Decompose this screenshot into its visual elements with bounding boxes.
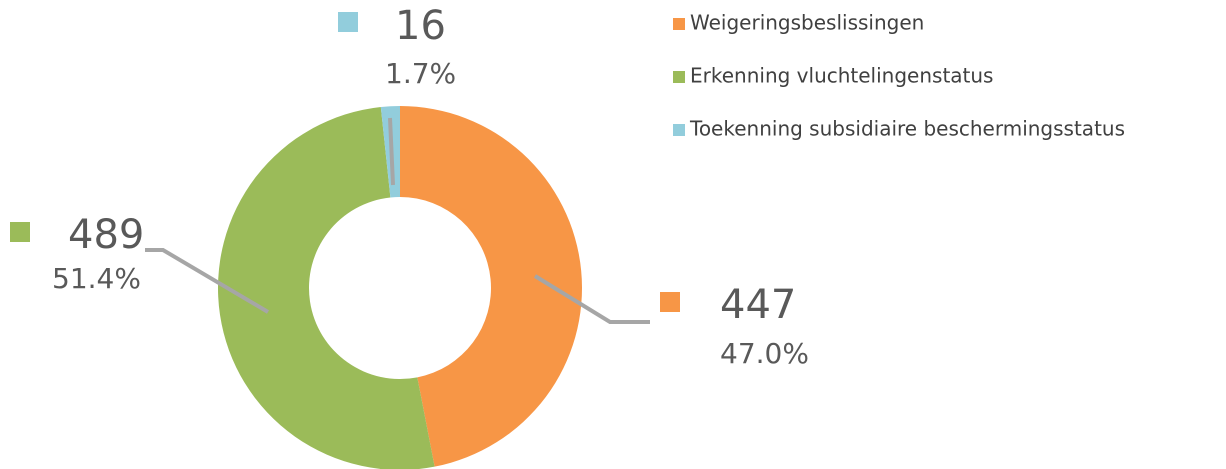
label-swatch bbox=[338, 12, 358, 32]
leader-line bbox=[145, 248, 270, 314]
label-swatch bbox=[10, 222, 30, 242]
donut-slice bbox=[217, 107, 435, 469]
donut-slice bbox=[400, 106, 582, 467]
percent-label: 51.4% bbox=[52, 262, 141, 295]
legend-swatch bbox=[673, 18, 685, 30]
legend-label: Erkenning vluchtelingenstatus bbox=[690, 64, 993, 88]
percent-label: 47.0% bbox=[720, 337, 809, 370]
leader-line bbox=[388, 117, 395, 186]
value-label: 489 bbox=[68, 212, 144, 258]
percent-label: 1.7% bbox=[385, 57, 456, 90]
label-swatch bbox=[660, 292, 680, 312]
legend-label: Weigeringsbeslissingen bbox=[690, 11, 924, 35]
value-label: 447 bbox=[720, 282, 796, 328]
legend-swatch bbox=[673, 124, 685, 136]
legend-label: Toekenning subsidiaire beschermingsstatu… bbox=[689, 117, 1125, 141]
legend-swatch bbox=[673, 71, 685, 83]
value-label: 16 bbox=[395, 3, 446, 49]
leader-line bbox=[533, 274, 650, 324]
